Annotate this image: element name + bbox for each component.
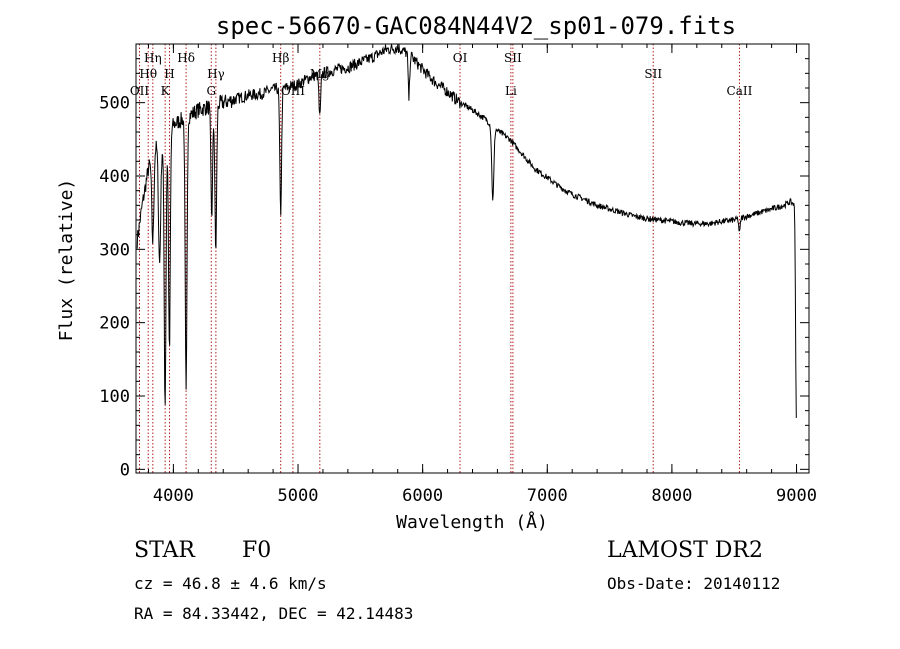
x-tick-label: 8000	[651, 486, 692, 506]
spectrum-line	[136, 44, 797, 419]
chart-title: spec-56670-GAC084N44V2_sp01-079.fits	[216, 12, 736, 40]
observation-date: Obs-Date: 20140112	[607, 574, 781, 593]
line-marker-label: Hη	[144, 51, 162, 65]
line-marker-label: OII	[130, 84, 150, 98]
x-tick-label: 6000	[402, 486, 443, 506]
line-marker-label: CaII	[727, 84, 753, 98]
line-marker-label: SII	[644, 67, 662, 81]
x-tick-label: 7000	[527, 486, 568, 506]
y-tick-label: 500	[99, 94, 130, 114]
line-marker-label: SII	[504, 51, 522, 65]
x-axis-label: Wavelength (Å)	[396, 511, 548, 533]
y-tick-label: 200	[99, 314, 130, 334]
y-tick-label: 300	[99, 240, 130, 260]
y-tick-label: 100	[99, 387, 130, 407]
line-marker-label: OI	[453, 51, 468, 65]
sky-coordinates: RA = 84.33442, DEC = 42.14483	[134, 604, 414, 623]
x-tick-label: 5000	[278, 486, 319, 506]
line-marker-label: Hγ	[207, 67, 225, 81]
x-tick-label: 4000	[153, 486, 194, 506]
line-marker-label: G	[206, 84, 216, 98]
y-axis-label: Flux (relative)	[56, 179, 77, 342]
line-markers	[138, 44, 740, 473]
object-class: STAR	[134, 538, 195, 563]
survey-name: LAMOST DR2	[607, 538, 763, 563]
y-tick-label: 0	[120, 460, 130, 480]
redshift-velocity: cz = 46.8 ± 4.6 km/s	[134, 574, 327, 593]
object-subclass: F0	[242, 538, 272, 563]
x-axis-ticks: 4000 5000 6000 7000 8000 9000	[147, 44, 817, 506]
x-tick-label: 9000	[776, 486, 817, 506]
line-marker-label: Hδ	[177, 51, 195, 65]
line-marker-label: K	[161, 84, 171, 98]
y-axis-ticks: 0 100 200 300 400 500	[99, 58, 809, 480]
line-marker-label: Hθ	[139, 67, 157, 81]
line-marker-label: Hβ	[272, 51, 289, 65]
line-marker-label: Li	[505, 84, 517, 98]
line-marker-label: H	[164, 67, 174, 81]
y-tick-label: 400	[99, 167, 130, 187]
